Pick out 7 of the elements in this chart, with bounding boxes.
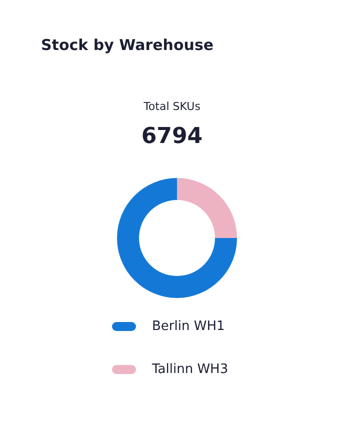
chart-subtitle: Total SKUs <box>142 100 202 113</box>
chart-title: Stock by Warehouse <box>41 36 214 54</box>
legend-label: Tallinn WH3 <box>152 362 228 376</box>
donut-slice <box>177 178 237 238</box>
text: 6794 <box>140 124 204 149</box>
donut-slice <box>117 178 237 298</box>
legend-label: Berlin WH1 <box>152 318 225 334</box>
